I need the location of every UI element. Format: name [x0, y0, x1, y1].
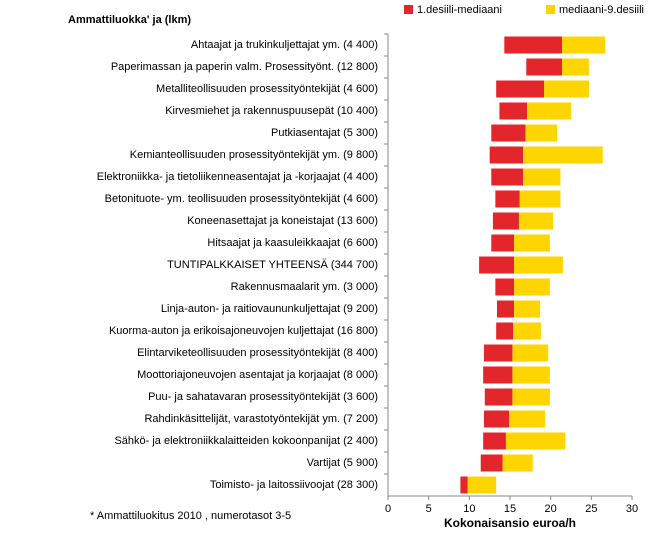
- bar-lower: [483, 344, 513, 362]
- x-tick-label: 0: [385, 503, 391, 515]
- chart-title: Ammattiluokka' ja (lkm): [68, 14, 191, 26]
- y-tick-label: Vartijat (5 900): [307, 457, 378, 469]
- bar-lower: [483, 432, 506, 450]
- legend-label: 1.desiili-mediaani: [417, 4, 502, 16]
- bar-upper: [544, 80, 589, 98]
- y-tick-label: Putkiasentajat (5 300): [271, 127, 378, 139]
- bar-lower: [460, 476, 468, 494]
- bar-upper: [514, 300, 541, 318]
- bar-lower: [504, 36, 563, 54]
- bar-lower: [489, 146, 524, 164]
- footnote: * Ammattiluokitus 2010 , numerotasot 3-5: [90, 510, 291, 522]
- x-tick-label: 25: [585, 503, 597, 515]
- bar-upper: [514, 256, 563, 274]
- y-tick-label: Rakennusmaalarit ym. (3 000): [231, 281, 378, 293]
- y-tick-label: Ahtaajat ja trukinkuljettajat ym. (4 400…: [191, 39, 378, 51]
- bar-upper: [512, 344, 549, 362]
- bar-lower: [491, 124, 526, 142]
- bar-upper: [512, 366, 550, 384]
- y-tick-label: Metalliteollisuuden prosessityöntekijät …: [156, 83, 378, 95]
- x-tick-label: 5: [426, 503, 432, 515]
- bar-lower: [499, 102, 528, 120]
- bar-lower: [491, 168, 524, 186]
- y-tick-label: Toimisto- ja laitossiivoojat (28 300): [210, 479, 378, 491]
- bar-upper: [514, 234, 550, 252]
- bar-upper: [509, 410, 545, 428]
- y-tick-label: TUNTIPALKKAISET YHTEENSÄ (344 700): [167, 259, 378, 271]
- y-tick-label: Elintarviketeollisuuden prosessityönteki…: [137, 347, 378, 359]
- legend-swatch: [546, 5, 555, 14]
- y-tick-label: Paperimassan ja paperin valm. Prosessity…: [111, 61, 378, 73]
- legend-swatch: [404, 5, 413, 14]
- y-tick-label: Hitsaajat ja kaasuleikkaajat (6 600): [207, 237, 378, 249]
- y-tick-label: Rahdinkäsittelijät, varastotyöntekijät y…: [144, 413, 378, 425]
- y-tick-label: Kemianteollisuuden prosessityöntekijät y…: [130, 149, 378, 161]
- x-axis-label: Kokonaisansio euroa/h: [444, 516, 576, 530]
- y-tick-label: Kirvesmiehet ja rakennuspuusepät (10 400…: [165, 105, 378, 117]
- bar-lower: [526, 58, 563, 76]
- bar-lower: [496, 80, 545, 98]
- y-tick-label: Sähkö- ja elektroniikkalaitteiden kokoon…: [114, 435, 378, 447]
- bar-lower: [492, 212, 519, 230]
- bar-lower: [495, 190, 520, 208]
- bar-upper: [562, 36, 606, 54]
- y-tick-label: Koneenasettajat ja koneistajat (13 600): [187, 215, 378, 227]
- y-tick-label: Elektroniikka- ja tietoliikenneasentajat…: [97, 171, 378, 183]
- y-tick-label: Puu- ja sahatavaran prosessityöntekijät …: [148, 391, 378, 403]
- x-tick-label: 15: [504, 503, 516, 515]
- bar-upper: [527, 102, 571, 120]
- legend-label: mediaani-9.desiili: [559, 4, 644, 16]
- y-tick-label: Betonituote- ym. teollisuuden prosessity…: [105, 193, 378, 205]
- bar-upper: [512, 388, 550, 406]
- bar-upper: [562, 58, 589, 76]
- bar-upper: [519, 190, 561, 208]
- x-tick-label: 10: [463, 503, 475, 515]
- bar-upper: [518, 212, 554, 230]
- x-tick-label: 20: [545, 503, 557, 515]
- bar-upper: [502, 454, 533, 472]
- bar-lower: [495, 278, 515, 296]
- bar-lower: [483, 410, 510, 428]
- bar-upper: [514, 278, 550, 296]
- x-tick-label: 30: [626, 503, 638, 515]
- y-tick-label: Linja-auton- ja raitiovaununkuljettajat …: [161, 303, 378, 315]
- bar-upper: [523, 146, 603, 164]
- bar-lower: [496, 300, 515, 318]
- y-tick-label: Moottoriajoneuvojen asentajat ja korjaaj…: [137, 369, 378, 381]
- bar-lower: [483, 366, 513, 384]
- bar-lower: [496, 322, 514, 340]
- bar-upper: [525, 124, 558, 142]
- bar-upper: [505, 432, 566, 450]
- bar-lower: [479, 256, 515, 274]
- y-tick-label: Kuorma-auton ja erikoisajoneuvojen kulje…: [109, 325, 378, 337]
- bar-lower: [484, 388, 513, 406]
- bar-lower: [480, 454, 503, 472]
- bar-lower: [491, 234, 515, 252]
- bar-upper: [467, 476, 497, 494]
- bar-upper: [523, 168, 561, 186]
- bar-upper: [513, 322, 541, 340]
